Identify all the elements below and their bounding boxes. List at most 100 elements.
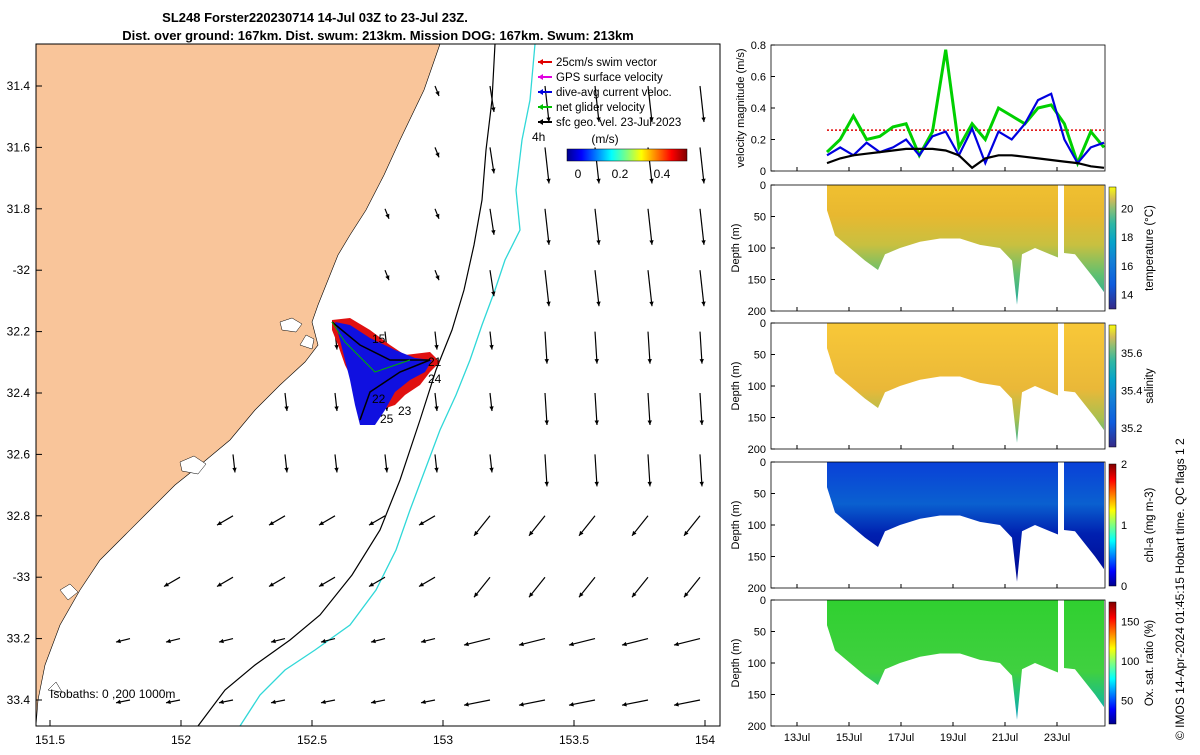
current-arrow-head — [284, 467, 289, 473]
current-arrow-head — [579, 592, 584, 598]
colorbar-tick-label: 100 — [1121, 656, 1139, 668]
current-arrow-head — [217, 520, 222, 526]
current-arrow-head — [647, 420, 652, 425]
land — [35, 43, 441, 727]
current-arrow-head — [232, 467, 237, 473]
current-arrow-head — [594, 481, 599, 487]
colorbar-tick-label: 20 — [1121, 204, 1133, 216]
current-arrow-head — [269, 582, 274, 587]
panel-colorbar — [1108, 186, 1117, 310]
isobath-200m — [197, 43, 496, 727]
net-track-line — [331, 321, 431, 421]
current-arrow-head — [434, 406, 439, 411]
current-arrow-head — [219, 699, 224, 705]
current-arrow-head — [371, 638, 376, 644]
current-arrow-head — [622, 702, 627, 707]
current-arrow-head — [385, 275, 390, 281]
current-arrow — [544, 270, 550, 307]
isobaths-label: Isobaths: 0 ,200 1000m — [50, 687, 175, 701]
colorbar-tick-label: 0.4 — [654, 167, 671, 181]
current-arrow-head — [632, 530, 637, 536]
current-arrow-head — [699, 358, 704, 364]
current-arrow — [647, 85, 653, 123]
heatmap-panel-1: 0 50 100 150 200 Depth (m) 14 16 18 20 temperature… — [730, 180, 1156, 318]
current-arrow-head — [701, 301, 706, 307]
current-arrow-head — [699, 420, 704, 425]
lon-tick-label: 153 — [433, 733, 453, 747]
time-tick-label: 21Jul — [992, 732, 1018, 744]
track-day-label: 25 — [380, 412, 394, 426]
heatmap-panel-2-frame — [770, 322, 1106, 450]
current-arrow — [544, 147, 550, 184]
legend-label: GPS surface velocity — [556, 72, 663, 84]
current-arrow-head — [385, 213, 390, 219]
lon-tick-label: 152.5 — [297, 733, 327, 747]
current-arrow-head — [116, 638, 121, 644]
current-arrow-head — [684, 592, 689, 598]
current-arrow-head — [269, 520, 274, 526]
heatmap-panel-1-frame — [770, 184, 1106, 312]
colorbar-label: temperature (°C) — [1144, 205, 1156, 291]
current-arrow-head — [421, 638, 426, 644]
current-arrow — [594, 270, 600, 307]
current-arrow-head — [371, 699, 376, 705]
speed-colorbar-ticks: 0 0.2 0.4 — [575, 167, 671, 181]
heatmap-panel-3-frame — [770, 461, 1106, 589]
current-arrow-head — [435, 213, 440, 219]
current-arrow-head — [674, 702, 679, 707]
current-arrow-head — [419, 520, 424, 526]
legend-swatch-head — [538, 74, 543, 80]
title-line1: SL248 Forster220230714 14-Jul 03Z to 23-… — [162, 10, 468, 25]
series-line — [826, 92, 1105, 167]
current-arrow-head — [166, 699, 171, 705]
track-day-labels: 15 21 24 22 23 25 — [372, 332, 442, 426]
current-arrow-head — [489, 406, 494, 411]
current-arrow-head — [435, 152, 440, 158]
current-arrow — [594, 392, 598, 426]
y-tick-label: 0.4 — [751, 103, 766, 115]
y-tick-label: 0 — [760, 180, 766, 192]
current-arrow — [647, 270, 653, 307]
current-arrow-head — [284, 406, 289, 411]
current-arrow-head — [491, 168, 496, 174]
current-arrow-head — [217, 582, 222, 587]
time-tick-label: 17Jul — [888, 732, 914, 744]
time-tick-label: 15Jul — [836, 732, 862, 744]
current-arrow-head — [529, 592, 534, 598]
panel-colorbar — [1108, 324, 1117, 448]
current-arrow-head — [569, 702, 574, 707]
current-arrow — [544, 454, 548, 487]
heatmap-panel-4: 0 50 100 150 200 Depth (m) 50 100 150 Ox. sat. ra… — [730, 595, 1156, 733]
current-arrow-head — [544, 358, 549, 364]
legend-label: net glider velocity — [556, 102, 645, 114]
dive-avg-current-vectors — [335, 322, 432, 425]
y-tick-label: 100 — [748, 381, 766, 393]
current-arrow-head — [435, 91, 440, 96]
current-arrow — [647, 454, 651, 487]
current-arrow-head — [596, 178, 601, 184]
footer-credit: © IMOS 14-Apr-2024 01:45:15 Hobart time.… — [1173, 438, 1187, 740]
current-vector-field — [115, 85, 706, 707]
current-arrow-head — [649, 117, 654, 122]
y-axis-label: Depth (m) — [730, 224, 742, 273]
current-arrow-head — [491, 291, 496, 297]
velocity-panel-frame — [770, 44, 1106, 172]
current-arrow — [699, 208, 705, 245]
current-arrow-head — [546, 117, 551, 122]
colorbar-title: (m/s) — [591, 132, 618, 146]
lakes — [47, 317, 315, 693]
map-panel: 15 21 24 22 23 25 151.5 152 152.5 153 153.5 154 31.… — [7, 43, 721, 747]
lat-tick-label: 33.4 — [7, 693, 31, 707]
current-arrow-head — [166, 638, 171, 644]
map-axes: 151.5 152 152.5 153 153.5 154 31.4 31.6 31.8 -32 3… — [7, 79, 716, 747]
current-arrow — [594, 454, 598, 487]
current-arrow-head — [321, 638, 326, 644]
lat-tick-label: 31.4 — [7, 79, 31, 93]
current-arrow-head — [491, 230, 496, 235]
current-arrow-head — [632, 592, 637, 598]
lat-tick-label: 33.2 — [7, 632, 31, 646]
time-tick-label: 13Jul — [784, 732, 810, 744]
lon-tick-label: 151.5 — [35, 733, 65, 747]
heatmap-panel-4-frame — [770, 599, 1106, 727]
current-arrow-head — [674, 641, 679, 647]
